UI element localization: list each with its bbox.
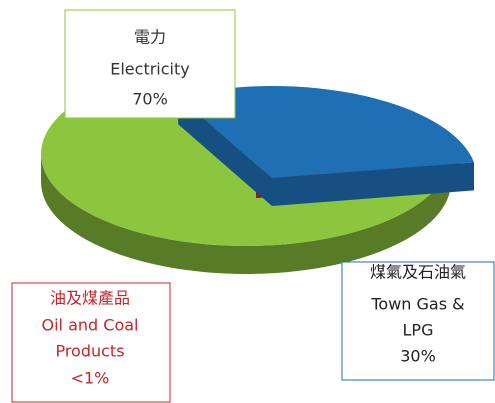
slice-side [41,154,451,274]
slice [178,86,475,178]
label-box [341,261,495,381]
label-en: Products [55,342,124,361]
label-value: <1% [71,369,110,388]
label-zh: 油及煤產品 [50,289,130,308]
slice-wall [178,96,272,206]
data-label: 電力 Electricity 70% [64,9,236,119]
label-zh: 電力 [134,28,166,47]
data-label: 煤氣及石油氣 Town Gas & LPG 30% [341,261,495,381]
label-box [11,282,171,403]
slice-wall [272,162,475,206]
label-en: Oil and Coal [42,316,139,335]
label-en: Electricity [110,60,189,79]
label-value: 30% [400,347,436,366]
label-en: LPG [403,321,434,340]
label-en: Town Gas & [370,295,464,314]
label-zh: 煤氣及石油氣 [370,263,466,282]
data-label: 油及煤產品 Oil and Coal Products <1% [11,282,171,403]
label-value: 70% [132,90,168,109]
label-box [64,9,236,119]
